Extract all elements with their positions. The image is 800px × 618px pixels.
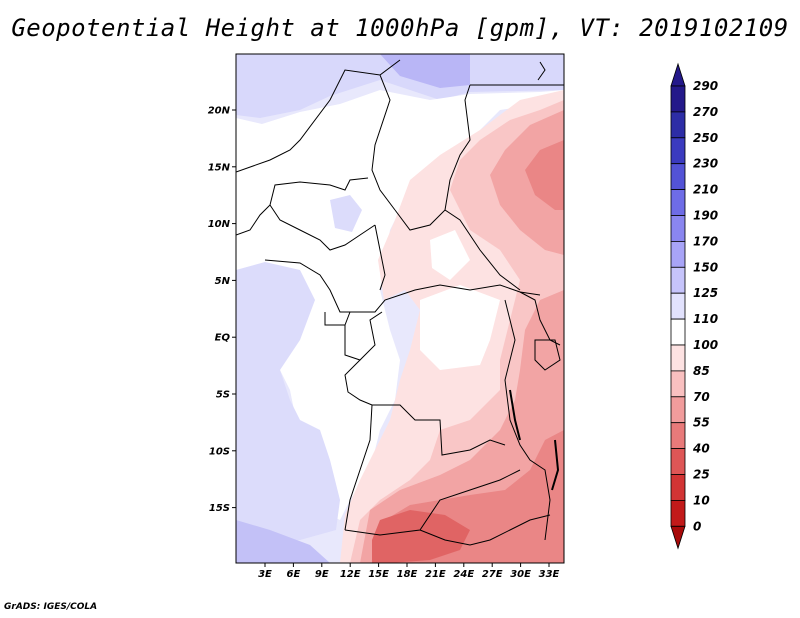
field-blue-southwest <box>236 520 330 563</box>
country-boundaries <box>236 59 564 546</box>
field-white <box>236 90 564 520</box>
field-pink-70-north <box>490 110 564 255</box>
boundary-line <box>344 404 373 531</box>
lon-tick-label: 30E <box>510 569 531 580</box>
boundary-line <box>394 209 521 291</box>
lon-tick-label: 6E <box>287 569 301 580</box>
field-blue-north-strong <box>380 54 470 88</box>
boundary-line <box>344 469 521 536</box>
boundary-line <box>324 311 351 326</box>
colorbar-label: 10 <box>693 493 710 507</box>
map-field <box>236 54 564 563</box>
colorbar-arrow-top <box>670 62 686 87</box>
lon-tick-label: 33E <box>539 569 560 580</box>
colorbar-segment <box>670 240 686 268</box>
colorbar-segment <box>670 111 686 139</box>
field-blue-north <box>236 54 564 118</box>
colorbar-segment <box>670 422 686 450</box>
colorbar-label: 210 <box>693 183 718 197</box>
boundary-line <box>519 291 561 346</box>
lake-victoria <box>534 339 561 371</box>
field-white-patch <box>430 230 470 280</box>
colorbar-label: 230 <box>693 157 718 171</box>
colorbar-segment <box>670 318 686 346</box>
colorbar-segment <box>670 266 686 294</box>
lon-tick-label: 18E <box>397 569 418 580</box>
boundary-line <box>264 259 541 313</box>
colorbar-segment <box>670 189 686 216</box>
lon-tick-label: 3E <box>258 569 272 580</box>
colorbar-label: 0 <box>693 519 701 533</box>
colorbar-label: 190 <box>693 209 718 223</box>
colorbar-label: 250 <box>693 131 718 145</box>
lon-tick-label: 12E <box>340 569 361 580</box>
boundary-line <box>236 59 401 173</box>
chart-title: Geopotential Height at 1000hPa [gpm], VT… <box>11 14 789 42</box>
lat-tick-label: 5S <box>216 390 230 401</box>
lat-tick-label: 15N <box>208 162 231 173</box>
lat-tick-label: 10S <box>209 446 230 457</box>
colorbar-segment <box>670 163 686 190</box>
colorbar-label: 100 <box>693 338 718 352</box>
boundary-line <box>269 204 376 251</box>
colorbar-segment <box>670 499 686 527</box>
boundary-line <box>344 311 383 361</box>
colorbar-label: 40 <box>692 442 710 456</box>
boundary-line <box>444 84 471 211</box>
lat-tick-label: 20N <box>208 106 231 117</box>
field-blue-patch <box>330 195 362 232</box>
colorbar: 2902702502302101901701501251101008570554… <box>670 62 718 550</box>
lake-tanganyika <box>509 389 521 441</box>
colorbar-segment <box>670 344 686 372</box>
field-white-congo <box>420 285 500 370</box>
lat-tick-label: 15S <box>209 503 230 514</box>
boundary-line <box>344 359 506 456</box>
colorbar-label: 170 <box>693 234 718 248</box>
colorbar-segment <box>670 448 686 475</box>
lake-malawi <box>551 439 560 491</box>
lat-tick-label: EQ <box>215 333 231 344</box>
field-pink-55-north <box>525 140 564 210</box>
lon-tick-label: 27E <box>482 569 503 580</box>
map-frame <box>235 53 565 564</box>
colorbar-segment <box>670 215 686 242</box>
coastline-red-sea <box>537 61 546 81</box>
lon-tick-label: 15E <box>368 569 389 580</box>
lat-tick-label: 5N <box>215 276 231 287</box>
colorbar-label: 150 <box>693 260 718 274</box>
colorbar-label: 55 <box>693 416 710 430</box>
colorbar-label: 70 <box>693 390 710 404</box>
colorbar-label: 125 <box>693 286 718 300</box>
field-pink-40 <box>372 510 470 563</box>
colorbar-segment <box>670 292 686 320</box>
colorbar-segment <box>670 396 686 424</box>
latitude-axis: 20N 15N 10N 5N EQ 5S 10S 15S <box>208 106 236 514</box>
boundary-line <box>419 514 551 546</box>
lon-tick-label: 24E <box>453 569 474 580</box>
colorbar-segment <box>670 370 686 398</box>
colorbar-segment <box>670 474 686 501</box>
colorbar-segment <box>670 137 686 165</box>
colorbar-label: 270 <box>693 105 718 119</box>
field-blue-west <box>236 262 340 545</box>
lon-tick-label: 21E <box>425 569 446 580</box>
boundary-line <box>374 224 386 291</box>
colorbar-label: 110 <box>693 312 718 326</box>
longitude-axis: 3E 6E 9E 12E 15E 18E 21E 24E 27E 30E 33E <box>258 563 560 580</box>
colorbar-segment <box>670 85 686 113</box>
boundary-line <box>371 74 396 211</box>
colorbar-arrow-bottom <box>670 525 686 550</box>
boundary-line <box>236 177 369 236</box>
footer-credit: GrADS: IGES/COLA <box>4 602 98 612</box>
boundary-line <box>504 299 551 541</box>
colorbar-label: 290 <box>693 79 718 93</box>
colorbar-label: 85 <box>693 364 710 378</box>
lat-tick-label: 10N <box>208 219 231 230</box>
lon-tick-label: 9E <box>315 569 329 580</box>
colorbar-label: 25 <box>693 468 710 482</box>
